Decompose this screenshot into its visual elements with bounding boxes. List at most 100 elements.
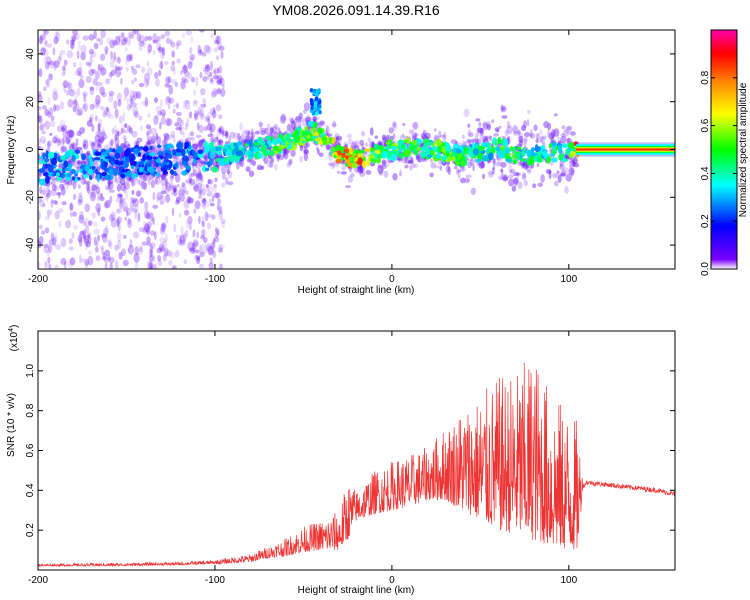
spectrogram-noise-blob bbox=[59, 119, 66, 126]
spectrogram-ridge-blob bbox=[390, 146, 398, 151]
spectrogram-noise-blob bbox=[141, 39, 147, 49]
spectrogram-noise-blob bbox=[216, 228, 220, 237]
spectrogram-ridge-blob bbox=[105, 149, 110, 154]
spectrogram-noise-blob bbox=[155, 105, 162, 112]
spectrogram-noise-blob bbox=[172, 265, 176, 269]
spectrogram-halo-blob bbox=[64, 147, 68, 153]
spectrogram-halo-blob bbox=[470, 187, 476, 195]
spectrogram-halo-blob bbox=[241, 129, 247, 138]
spectrogram-halo-blob bbox=[520, 125, 527, 132]
spectrogram-halo-blob bbox=[511, 185, 517, 192]
spectrogram-halo-blob bbox=[524, 132, 531, 137]
spectrogram-noise-blob bbox=[175, 111, 182, 117]
spectrogram-noise-blob bbox=[159, 109, 166, 117]
spectrogram-noise-blob bbox=[187, 71, 193, 80]
spectrogram-halo-blob bbox=[105, 185, 111, 191]
spectrogram-noise-blob bbox=[137, 212, 141, 222]
spectrogram-halo-blob bbox=[114, 137, 120, 147]
spectrogram-halo-blob bbox=[541, 135, 547, 140]
spectrogram-noise-blob bbox=[45, 193, 51, 198]
spectrogram-noise-blob bbox=[69, 257, 76, 266]
spectrogram-halo-blob bbox=[527, 169, 532, 175]
spectrogram-halo-blob bbox=[195, 164, 202, 170]
spectrogram-halo-blob bbox=[443, 131, 447, 140]
spectrogram-spike-blob bbox=[317, 99, 322, 105]
spectrogram-ridge-blob bbox=[347, 162, 353, 167]
spectrogram-noise-blob bbox=[143, 209, 150, 219]
spectrogram-halo-blob bbox=[316, 116, 320, 120]
spectrogram-noise-blob bbox=[106, 37, 112, 44]
spectrogram-noise-blob bbox=[109, 39, 116, 49]
spectrogram-noise-blob bbox=[38, 111, 41, 117]
spectrogram-noise-blob bbox=[52, 88, 58, 94]
spectrogram-noise-blob bbox=[200, 235, 206, 240]
spectrogram-noise-blob bbox=[140, 66, 146, 74]
spectrogram-noise-blob bbox=[43, 244, 49, 248]
spectrogram-ridge-blob bbox=[181, 170, 188, 176]
spectrogram-spike-blob bbox=[309, 98, 314, 103]
spectrogram-halo-blob bbox=[568, 159, 575, 165]
spectrogram-noise-blob bbox=[88, 250, 92, 256]
spectrogram-noise-blob bbox=[136, 32, 142, 42]
spectrogram-noise-blob bbox=[171, 50, 175, 58]
snr-y-ticks: 0.20.40.60.81.0 bbox=[25, 363, 675, 537]
spectrogram-noise-blob bbox=[134, 77, 137, 82]
spectrogram-noise-blob bbox=[57, 208, 64, 213]
spectrogram-halo-blob bbox=[326, 133, 333, 137]
spectrogram-halo-blob bbox=[408, 129, 415, 135]
spectrogram-noise-blob bbox=[160, 49, 165, 60]
spectrogram-halo-blob bbox=[382, 160, 387, 165]
spectrogram-noise-blob bbox=[168, 84, 173, 95]
spectrogram-noise-blob bbox=[196, 231, 200, 239]
spectrogram-ridge-blob bbox=[138, 166, 144, 173]
spectrogram-noise-blob bbox=[212, 69, 217, 75]
spectrogram-halo-blob bbox=[239, 122, 243, 131]
spectrogram-ridge-blob bbox=[96, 173, 101, 182]
spectrogram-noise-blob bbox=[115, 197, 122, 203]
spectrogram-noise-blob bbox=[117, 71, 122, 76]
spectrogram-noise-blob bbox=[89, 86, 95, 91]
spectrogram-noise-blob bbox=[86, 232, 92, 237]
spectrogram-halo-blob bbox=[500, 174, 507, 181]
spectrogram-noise-blob bbox=[63, 59, 68, 66]
spectrogram-noise-blob bbox=[44, 261, 48, 269]
spectrogram-halo-blob bbox=[575, 158, 579, 163]
spectrogram-noise-blob bbox=[176, 58, 181, 64]
spectrogram-noise-blob bbox=[175, 199, 180, 205]
spectrogram-noise-blob bbox=[138, 247, 144, 256]
spectrogram-noise-blob bbox=[85, 75, 92, 84]
spectrogram-halo-blob bbox=[487, 173, 494, 178]
spectrogram-halo-blob bbox=[325, 126, 330, 135]
spectrogram-halo-blob bbox=[269, 127, 274, 134]
spectrogram-halo-blob bbox=[442, 133, 447, 143]
spectrogram-noise-blob bbox=[100, 135, 105, 142]
spectrogram-noise-blob bbox=[155, 77, 160, 87]
spectrogram-halo-blob bbox=[466, 178, 470, 183]
spectrogram-ridge-blob bbox=[222, 148, 228, 152]
spectrogram-halo-blob bbox=[447, 161, 451, 166]
spectrogram-noise-blob bbox=[185, 30, 193, 36]
spectrogram-noise-blob bbox=[216, 41, 223, 50]
spectrogram-noise-blob bbox=[68, 238, 73, 245]
spectrogram-noise-blob bbox=[118, 42, 124, 47]
spectrogram-noise-blob bbox=[143, 182, 148, 191]
spectrogram-noise-blob bbox=[164, 83, 171, 88]
spectrogram-noise-blob bbox=[54, 264, 59, 269]
spectrogram-noise-blob bbox=[121, 38, 128, 46]
spectrogram-halo-blob bbox=[392, 173, 398, 181]
spectrogram-noise-blob bbox=[73, 224, 78, 231]
spectrogram-noise-blob bbox=[159, 237, 166, 244]
spectrogram-spike-blob bbox=[317, 104, 322, 109]
spectrogram-noise-blob bbox=[72, 105, 77, 113]
spectrogram-constant-line bbox=[575, 148, 675, 151]
spectrogram-halo-blob bbox=[512, 125, 518, 134]
spectrogram-noise-blob bbox=[75, 103, 80, 112]
spectrogram-halo-blob bbox=[535, 132, 540, 139]
spectrogram-halo-blob bbox=[457, 169, 461, 173]
spectrogram-ridge-blob bbox=[488, 152, 494, 161]
spectrogram-noise-blob bbox=[193, 186, 199, 191]
svg-text:(x104): (x104) bbox=[8, 325, 20, 352]
spectrogram-ridge-blob bbox=[249, 147, 254, 152]
spectrogram-noise-blob bbox=[156, 135, 162, 145]
spectrogram-noise-blob bbox=[48, 107, 54, 116]
